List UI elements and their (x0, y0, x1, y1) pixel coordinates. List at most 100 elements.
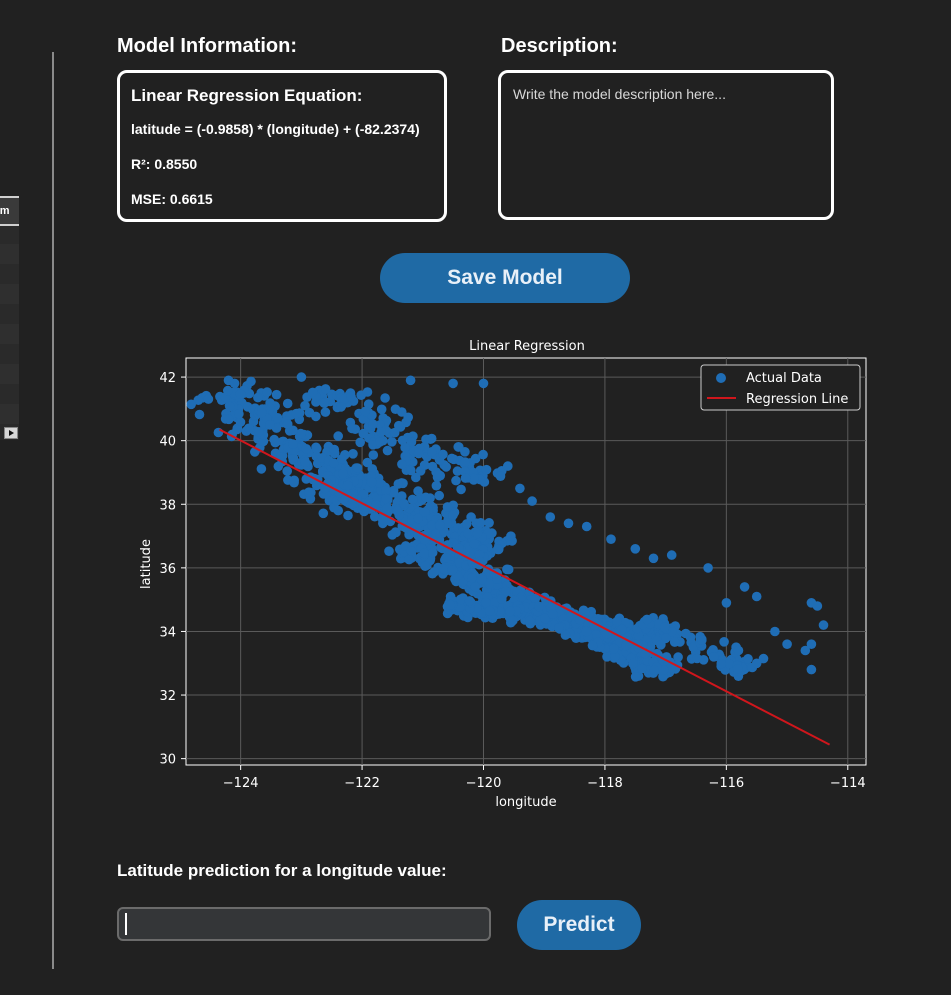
data-point (352, 463, 363, 473)
data-point (229, 378, 240, 389)
chart-title: Linear Regression (469, 339, 585, 354)
data-point (246, 376, 256, 387)
data-point (591, 630, 601, 640)
data-point (434, 490, 445, 501)
description-title: Description: (501, 35, 618, 57)
data-point (370, 511, 380, 522)
data-point (376, 404, 387, 415)
data-point (384, 546, 394, 556)
data-point (256, 407, 267, 418)
data-point (311, 411, 321, 422)
data-point (380, 393, 390, 403)
data-point (581, 626, 592, 637)
data-point (419, 548, 430, 559)
data-point (421, 492, 431, 503)
data-point (515, 483, 525, 494)
data-point (500, 586, 511, 597)
data-point (503, 461, 513, 471)
data-point (213, 427, 224, 438)
data-point (545, 512, 556, 522)
table-header-cell[interactable]: om (0, 196, 19, 226)
plot-area (185, 357, 867, 766)
data-point (282, 419, 293, 429)
data-point (540, 613, 550, 624)
data-point (360, 406, 371, 417)
table-row[interactable] (0, 244, 19, 264)
data-point (617, 624, 627, 635)
data-point (739, 582, 750, 592)
data-point (751, 591, 762, 602)
description-textarea[interactable] (498, 70, 834, 220)
data-point (363, 399, 374, 409)
data-point (688, 642, 699, 652)
table-row[interactable] (0, 284, 19, 304)
data-point (478, 449, 488, 460)
data-point (307, 387, 318, 398)
data-point (358, 414, 369, 424)
data-point (806, 664, 817, 675)
data-point (610, 651, 620, 662)
data-point (442, 502, 453, 512)
data-point (527, 496, 537, 506)
data-point (642, 614, 652, 625)
data-point (681, 628, 691, 639)
data-point (288, 439, 298, 449)
data-point (318, 508, 329, 519)
data-point (394, 420, 404, 431)
data-point (505, 606, 516, 617)
x-tick-label: −116 (708, 776, 744, 791)
data-point (347, 423, 357, 434)
save-model-button[interactable]: Save Model (380, 253, 630, 303)
data-point (223, 385, 233, 396)
y-tick-label: 32 (159, 689, 176, 704)
data-point (273, 461, 284, 472)
table-row[interactable] (0, 324, 19, 344)
data-point (387, 437, 397, 447)
scatter-points (186, 372, 829, 682)
data-point (560, 630, 571, 640)
legend-actual-data: Actual Data (746, 371, 822, 386)
data-point (270, 437, 281, 448)
data-point (342, 480, 353, 491)
data-point (254, 427, 264, 437)
data-point (637, 663, 647, 674)
x-tick-label: −124 (223, 776, 259, 791)
data-point (397, 435, 408, 446)
data-point (489, 597, 500, 608)
table-row[interactable] (0, 404, 19, 424)
data-point (289, 475, 299, 486)
data-point (375, 437, 385, 447)
data-point (602, 652, 612, 662)
model-info-box: Linear Regression Equation: latitude = (… (117, 70, 447, 222)
data-point (265, 420, 275, 430)
scroll-right-button[interactable] (4, 427, 18, 439)
data-point (445, 591, 456, 602)
predict-button[interactable]: Predict (517, 900, 641, 950)
table-row[interactable] (0, 364, 19, 384)
y-tick-label: 34 (159, 625, 176, 640)
data-point (751, 658, 762, 669)
longitude-input[interactable] (117, 907, 491, 941)
data-point (374, 478, 384, 488)
data-point (554, 623, 564, 633)
legend-scatter-marker (716, 373, 726, 383)
data-point (367, 464, 378, 474)
data-point (656, 640, 666, 650)
y-tick-label: 36 (159, 562, 176, 577)
data-point (481, 464, 492, 475)
data-point (425, 434, 436, 444)
data-point (782, 639, 792, 649)
data-point (235, 389, 246, 399)
data-point (630, 672, 641, 682)
data-point (272, 413, 283, 423)
data-point (445, 600, 456, 610)
data-point (770, 626, 780, 637)
x-tick-label: −118 (587, 776, 623, 791)
data-point (451, 475, 461, 486)
data-point (253, 392, 263, 403)
regression-chart: Linear Regression −124 −122 −120 −118 −116 −1… (120, 330, 890, 820)
data-point (703, 563, 713, 573)
data-point (525, 615, 535, 626)
data-point (434, 470, 444, 480)
data-point (812, 601, 823, 611)
